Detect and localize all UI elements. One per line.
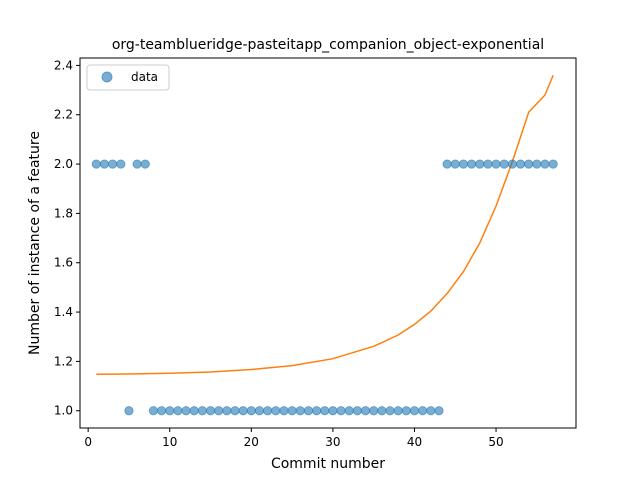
data-point	[197, 406, 207, 416]
data-point	[263, 406, 273, 416]
data-point	[352, 406, 362, 416]
data-point	[108, 159, 118, 169]
data-point	[369, 406, 379, 416]
data-point	[393, 406, 403, 416]
data-point	[116, 159, 126, 169]
data-point	[165, 406, 175, 416]
data-point	[507, 159, 517, 169]
data-point	[532, 159, 542, 169]
data-point	[214, 406, 224, 416]
data-point	[483, 159, 493, 169]
data-point	[344, 406, 354, 416]
data-point	[360, 406, 371, 416]
data-point	[254, 406, 265, 416]
data-point	[401, 406, 411, 416]
data-point	[287, 406, 297, 416]
data-point	[548, 159, 558, 169]
data-point	[426, 406, 436, 416]
data-point	[124, 406, 134, 416]
data-point	[173, 406, 183, 416]
y-axis-label: Number of instance of a feature	[27, 131, 43, 355]
data-point	[524, 159, 534, 169]
data-point	[377, 406, 387, 416]
legend-entry-data: data	[131, 70, 158, 84]
data-point	[295, 406, 305, 416]
y-tick-label: 1.4	[54, 305, 73, 319]
data-point	[222, 406, 232, 416]
x-tick-label: 20	[244, 435, 259, 449]
data-point	[189, 406, 199, 416]
data-point	[434, 406, 444, 416]
data-point	[311, 406, 322, 416]
data-point	[418, 406, 428, 416]
data-point	[458, 159, 469, 169]
data-point	[475, 159, 485, 169]
y-tick-label: 1.0	[54, 404, 73, 418]
data-point	[140, 159, 150, 169]
data-point	[515, 159, 526, 169]
x-tick-label: 10	[162, 435, 177, 449]
data-point	[540, 159, 550, 169]
y-tick-label: 1.2	[54, 354, 73, 368]
data-point	[450, 159, 460, 169]
legend: data	[86, 64, 170, 91]
x-tick-label: 50	[488, 435, 503, 449]
x-tick-label: 0	[84, 435, 92, 449]
data-point	[328, 406, 338, 416]
data-point	[279, 406, 289, 416]
plot-frame	[79, 57, 577, 429]
data-point	[132, 159, 142, 169]
data-point	[499, 159, 509, 169]
data-point	[181, 406, 191, 416]
data-point	[466, 159, 477, 169]
legend-marker	[101, 71, 113, 83]
data-point	[336, 406, 346, 416]
x-tick-label: 30	[325, 435, 340, 449]
x-tick-label: 40	[407, 435, 422, 449]
data-point	[99, 159, 110, 169]
data-point	[91, 159, 101, 169]
y-tick-label: 1.8	[54, 206, 73, 220]
y-tick-label: 1.6	[54, 256, 73, 270]
data-point	[271, 406, 281, 416]
y-tick-label: 2.2	[54, 108, 73, 122]
x-axis-label: Commit number	[271, 456, 385, 472]
chart-title: org-teamblueridge-pasteitapp_companion_o…	[112, 37, 544, 53]
y-tick-label: 2.4	[54, 58, 73, 72]
legend-box	[86, 64, 170, 91]
data-point	[303, 406, 314, 416]
y-tick-label: 2.0	[54, 157, 73, 171]
data-point	[491, 159, 501, 169]
data-point	[246, 406, 256, 416]
data-point	[238, 406, 248, 416]
data-point	[320, 406, 330, 416]
data-point	[442, 159, 452, 169]
data-point	[385, 406, 395, 416]
data-point	[205, 406, 216, 416]
data-point	[156, 406, 167, 416]
data-point	[148, 406, 159, 416]
data-point	[230, 406, 240, 416]
data-point	[409, 406, 420, 416]
